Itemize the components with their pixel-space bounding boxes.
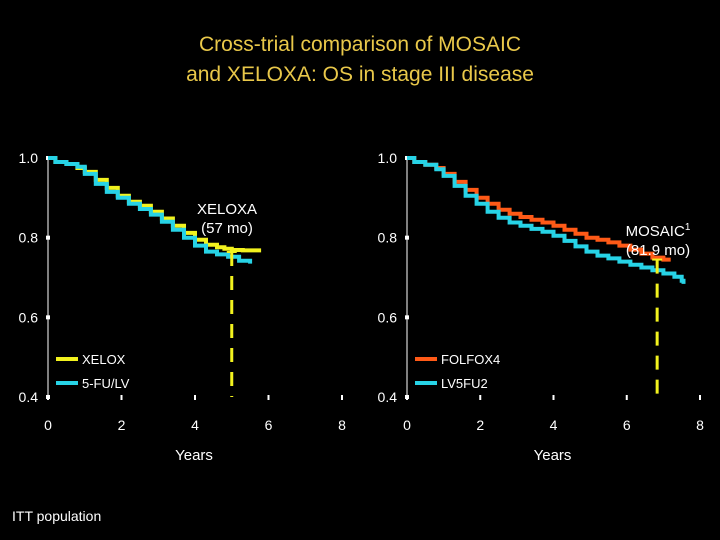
x-tick-mark — [625, 395, 628, 400]
x-tick-label: 2 — [476, 417, 484, 433]
y-tick-mark — [46, 315, 50, 320]
series-line-lv5fu2 — [407, 156, 686, 284]
x-tick-label: 6 — [623, 417, 631, 433]
x-tick-mark — [267, 395, 270, 400]
x-tick-mark — [120, 395, 123, 400]
x-tick-label: 2 — [118, 417, 126, 433]
median-annotation-superscript: 1 — [685, 222, 691, 233]
median-annotation-title: MOSAIC1 — [626, 222, 691, 240]
x-axis-label: Years — [534, 447, 572, 464]
x-tick-label: 4 — [550, 417, 558, 433]
x-tick-mark — [699, 395, 701, 400]
y-tick-label: 0.4 — [378, 389, 398, 405]
median-annotation-title: XELOXA — [197, 201, 257, 218]
x-tick-mark — [194, 395, 196, 400]
legend-label: FOLFOX4 — [441, 352, 500, 367]
y-tick-label: 1.0 — [19, 150, 39, 166]
x-tick-mark — [406, 395, 408, 400]
x-tick-label: 0 — [44, 417, 52, 433]
panel-right: 1.0 0.8 0.6 0.4 0 2 4 6 8 Years MOSAIC1 (81.9 mo) FO… — [378, 150, 705, 464]
x-tick-label: 0 — [403, 417, 411, 433]
series-line-5-fu-lv — [48, 156, 253, 264]
panel-left: 1.0 0.8 0.6 0.4 0 2 4 6 8 Years XELOXA (57 mo) XELOX… — [19, 150, 347, 464]
legend-label: 5-FU/LV — [82, 376, 130, 391]
x-tick-label: 8 — [338, 417, 346, 433]
x-tick-label: 4 — [191, 417, 199, 433]
footnote: ITT population — [12, 508, 102, 524]
x-tick-mark — [47, 395, 49, 400]
title-line-1: Cross-trial comparison of MOSAIC — [198, 33, 522, 56]
y-tick-label: 0.8 — [378, 230, 398, 246]
x-axis-label: Years — [175, 447, 213, 464]
legend-label: LV5FU2 — [441, 376, 488, 391]
slide-title: Cross-trial comparison of MOSAIC and XEL… — [0, 30, 720, 90]
y-tick-mark — [46, 235, 50, 240]
x-tick-label: 6 — [265, 417, 273, 433]
median-annotation-value: (57 mo) — [201, 220, 253, 237]
x-tick-label: 8 — [696, 417, 704, 433]
y-tick-label: 0.8 — [19, 230, 39, 246]
y-tick-mark — [405, 315, 409, 320]
x-tick-mark — [552, 395, 555, 400]
x-tick-mark — [341, 395, 343, 400]
y-tick-label: 0.4 — [19, 389, 39, 405]
y-tick-mark — [405, 235, 409, 240]
median-annotation-value: (81.9 mo) — [626, 242, 690, 259]
y-tick-label: 1.0 — [378, 150, 398, 166]
y-tick-label: 0.6 — [378, 309, 398, 325]
x-tick-mark — [479, 395, 482, 400]
title-line-2: and XELOXA: OS in stage III disease — [186, 63, 534, 86]
legend-label: XELOX — [82, 352, 126, 367]
y-tick-label: 0.6 — [19, 309, 39, 325]
